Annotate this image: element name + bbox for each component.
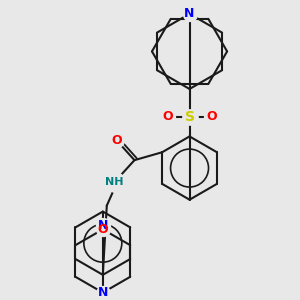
Text: O: O — [163, 110, 173, 123]
Text: N: N — [98, 286, 108, 299]
Text: O: O — [206, 110, 217, 123]
Text: O: O — [98, 223, 108, 236]
Text: N: N — [98, 219, 108, 232]
Text: NH: NH — [105, 177, 124, 187]
Text: N: N — [184, 7, 195, 20]
Text: S: S — [184, 110, 194, 124]
Text: O: O — [111, 134, 122, 147]
